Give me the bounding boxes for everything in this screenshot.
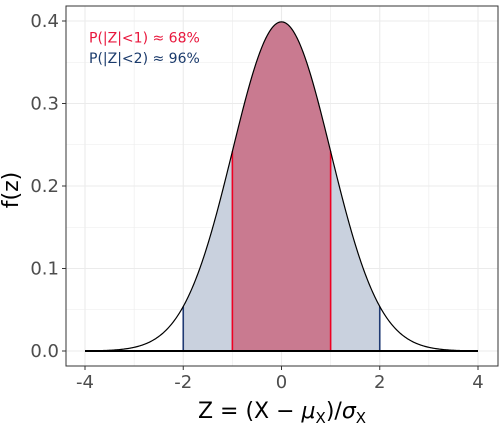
x-tick-label: 2 [374,372,385,393]
x-tick-label: -2 [174,372,192,393]
x-axis-title-sigma-sub: X [356,409,366,427]
y-tick-label: 0.1 [30,259,59,280]
annotation-two-sigma: P(|Z|<2) ≈ 96% [89,51,200,67]
x-tick-label: 4 [472,372,483,393]
x-axis-title-mid: )/ [326,399,343,424]
x-axis-title-mu-sub: X [316,409,326,427]
annotation-one-sigma: P(|Z|<1) ≈ 68% [89,31,200,47]
density-curve [84,21,479,352]
x-axis-title: Z = (X − μX)/σX [198,399,366,427]
y-tick-label: 0.4 [30,11,59,32]
y-tick-label: 0.0 [30,341,59,362]
x-tick-label: -4 [76,372,94,393]
y-tick-label: 0.2 [30,176,59,197]
region-edges [182,151,381,351]
y-axis-title: f(z) [0,172,24,208]
x-axis-title-sigma: σ [342,399,357,424]
x-tick-label: 0 [276,372,287,393]
inner-region-fill [232,21,331,352]
x-axis-title-prefix: Z = (X − [198,399,302,424]
axis-ticks [62,20,479,370]
y-tick-label: 0.3 [30,94,59,115]
x-axis-title-mu: μ [301,399,316,424]
density-curve-layer [84,21,479,352]
axis-tick-labels: -4 -2 0 2 4 0.0 0.1 0.2 0.3 0.4 [30,11,483,393]
